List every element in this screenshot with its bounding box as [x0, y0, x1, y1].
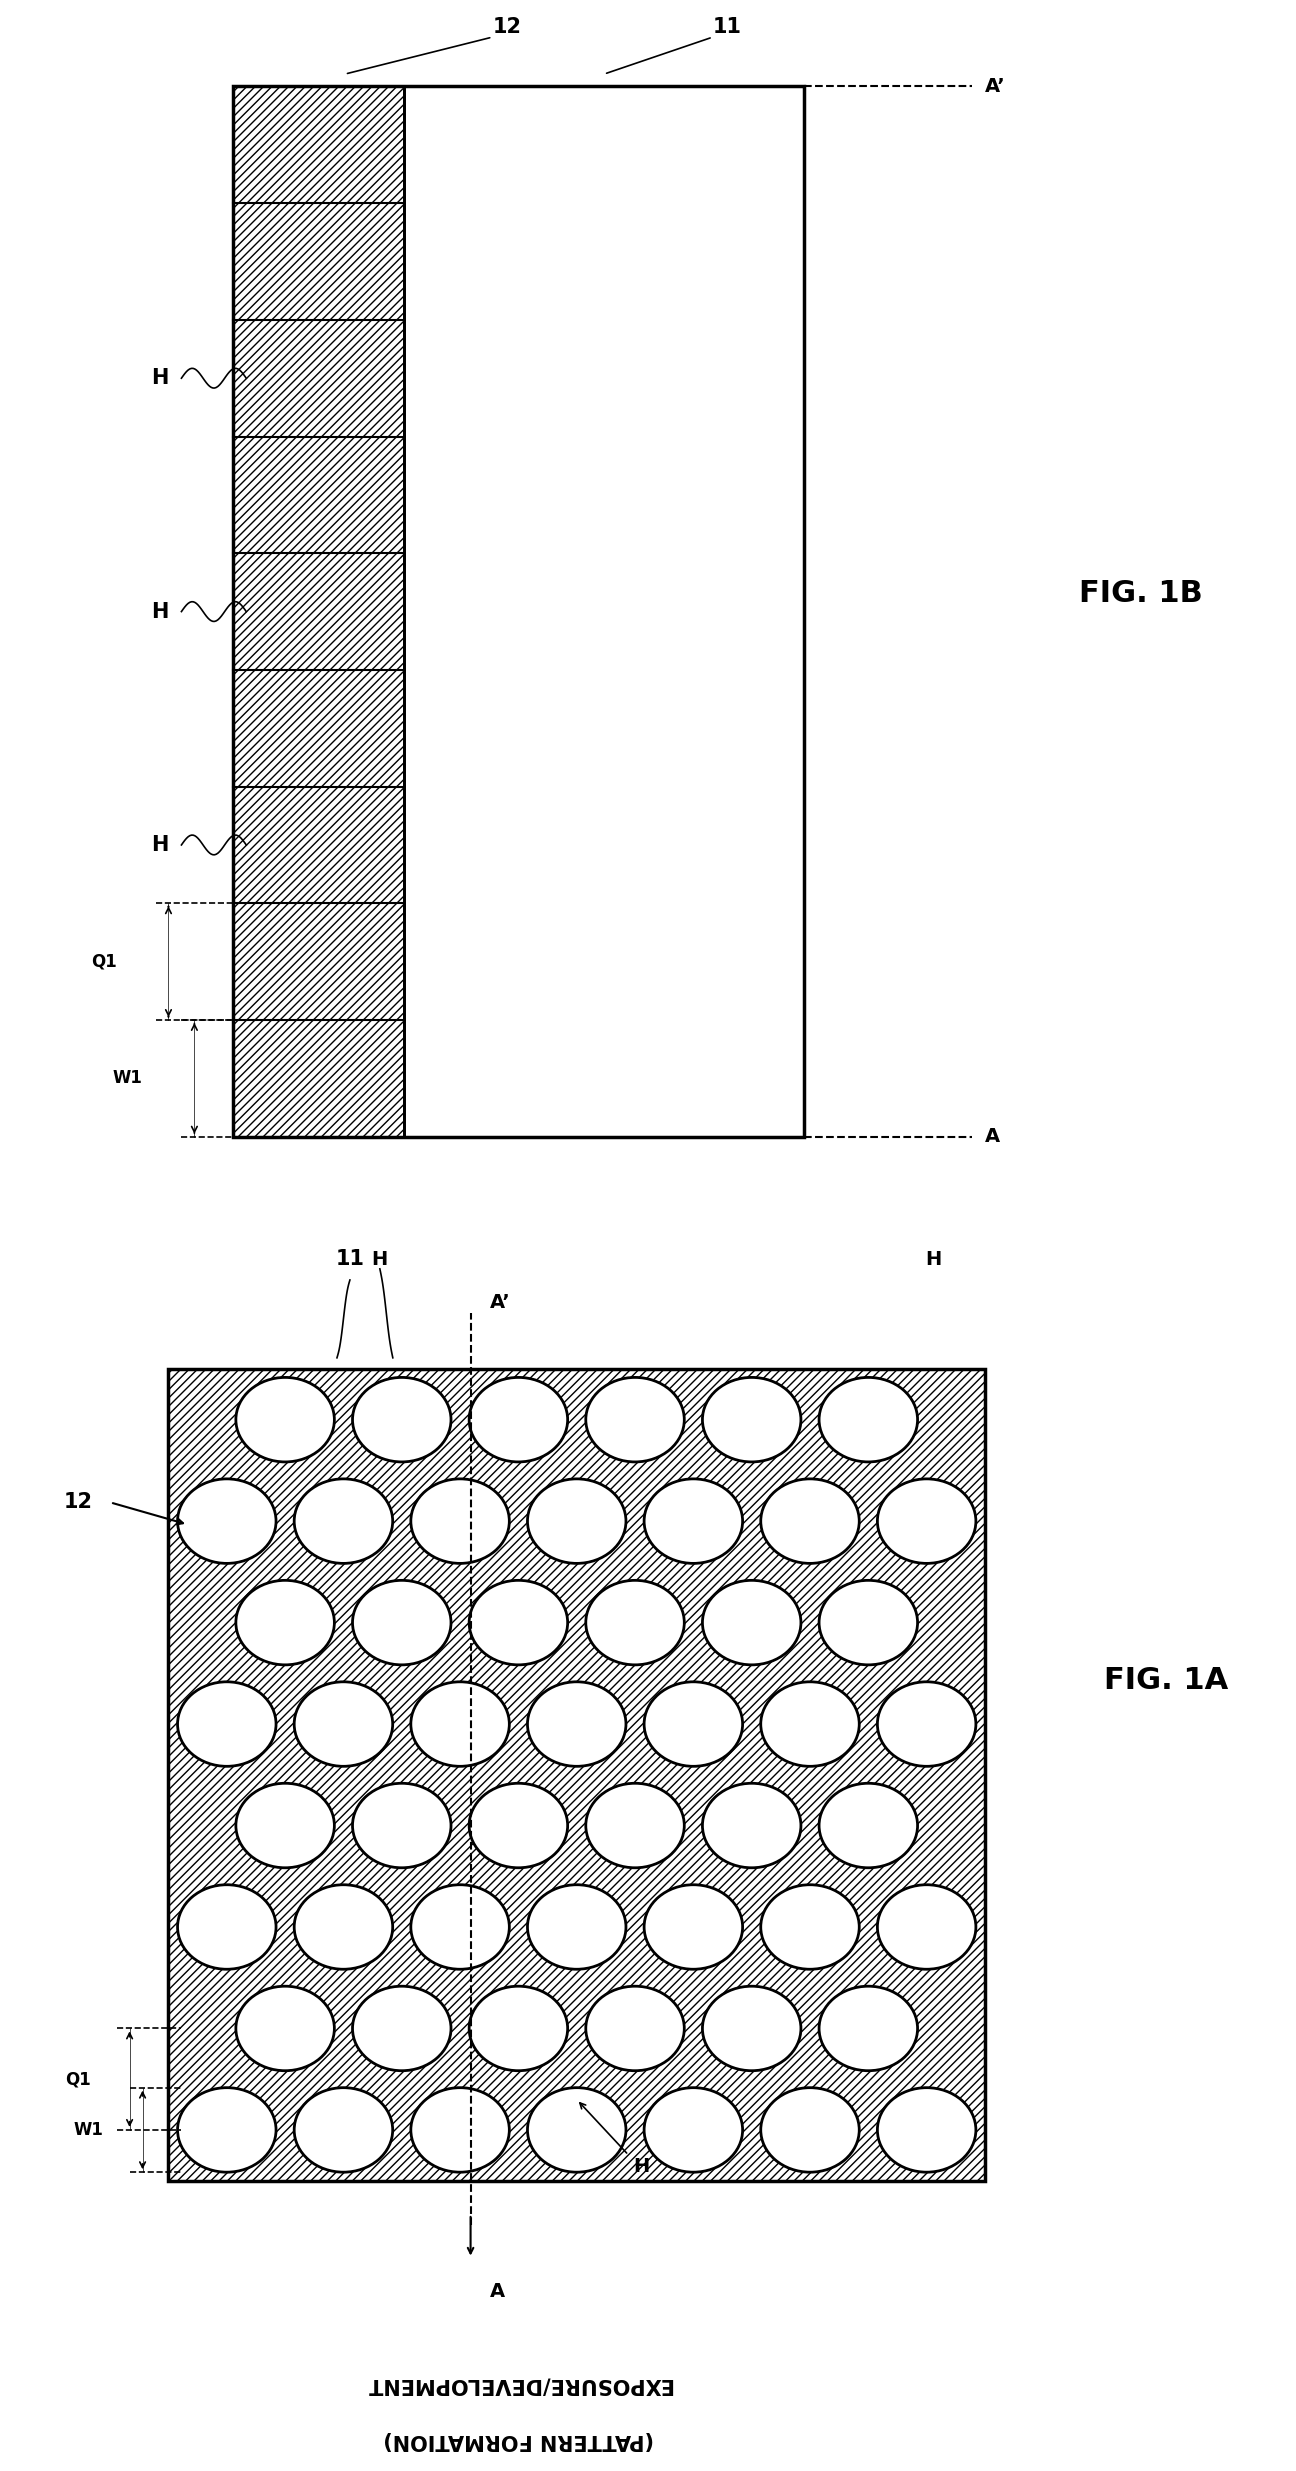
Text: Q1: Q1: [65, 2071, 91, 2088]
Text: FIG. 1A: FIG. 1A: [1104, 1665, 1229, 1695]
Text: H: H: [152, 600, 168, 623]
Circle shape: [353, 1987, 451, 2071]
Circle shape: [353, 1784, 451, 1868]
Circle shape: [819, 1784, 918, 1868]
Text: H: H: [925, 1250, 941, 1270]
Circle shape: [469, 1376, 568, 1463]
Text: W1: W1: [113, 1070, 143, 1087]
Text: H: H: [152, 835, 168, 855]
Circle shape: [294, 1478, 393, 1564]
Circle shape: [527, 2088, 626, 2172]
Text: H: H: [152, 368, 168, 388]
Text: FIG. 1B: FIG. 1B: [1078, 578, 1203, 608]
Circle shape: [644, 1683, 743, 1767]
Text: 12: 12: [64, 1492, 92, 1512]
Text: 11: 11: [336, 1248, 364, 1270]
Bar: [168, 1369, 985, 2182]
Circle shape: [294, 2088, 393, 2172]
Circle shape: [411, 1885, 509, 1969]
Text: H: H: [372, 1250, 388, 1270]
Circle shape: [877, 2088, 976, 2172]
Circle shape: [644, 1478, 743, 1564]
Circle shape: [236, 1581, 334, 1665]
Circle shape: [469, 1987, 568, 2071]
Text: Q1: Q1: [91, 954, 117, 971]
Circle shape: [586, 1376, 684, 1463]
Text: 11: 11: [713, 17, 741, 37]
Circle shape: [819, 1581, 918, 1665]
Circle shape: [702, 1987, 801, 2071]
Bar: [404, 86, 804, 1137]
Circle shape: [702, 1581, 801, 1665]
Circle shape: [819, 1987, 918, 2071]
Circle shape: [178, 1885, 276, 1969]
Circle shape: [702, 1784, 801, 1868]
Circle shape: [644, 1885, 743, 1969]
Circle shape: [877, 1683, 976, 1767]
Circle shape: [527, 1683, 626, 1767]
Circle shape: [411, 1683, 509, 1767]
Circle shape: [178, 1683, 276, 1767]
Circle shape: [178, 1478, 276, 1564]
Text: A’: A’: [490, 1292, 511, 1312]
Circle shape: [586, 1581, 684, 1665]
Circle shape: [586, 1987, 684, 2071]
Circle shape: [236, 1987, 334, 2071]
Circle shape: [236, 1376, 334, 1463]
Circle shape: [527, 1478, 626, 1564]
Circle shape: [353, 1581, 451, 1665]
Circle shape: [527, 1885, 626, 1969]
Text: H: H: [634, 2157, 649, 2174]
Circle shape: [411, 1478, 509, 1564]
Text: W1: W1: [74, 2120, 104, 2140]
Circle shape: [586, 1784, 684, 1868]
Text: A: A: [985, 1127, 1001, 1147]
Circle shape: [178, 2088, 276, 2172]
Text: A’: A’: [985, 77, 1006, 96]
Circle shape: [236, 1784, 334, 1868]
Circle shape: [644, 2088, 743, 2172]
Circle shape: [353, 1376, 451, 1463]
Circle shape: [469, 1784, 568, 1868]
Circle shape: [877, 1478, 976, 1564]
Circle shape: [469, 1581, 568, 1665]
Circle shape: [761, 1478, 859, 1564]
Text: A: A: [490, 2283, 505, 2301]
Circle shape: [877, 1885, 976, 1969]
Circle shape: [411, 2088, 509, 2172]
Circle shape: [702, 1376, 801, 1463]
Bar: [233, 86, 804, 1137]
Circle shape: [819, 1376, 918, 1463]
Circle shape: [761, 2088, 859, 2172]
Circle shape: [761, 1885, 859, 1969]
Circle shape: [294, 1683, 393, 1767]
Text: EXPOSURE/DEVELOPMENT: EXPOSURE/DEVELOPMENT: [365, 2375, 671, 2394]
Circle shape: [294, 1885, 393, 1969]
Bar: [233, 86, 404, 1137]
Text: (PATTERN FORMATION): (PATTERN FORMATION): [384, 2429, 653, 2451]
Text: 12: 12: [492, 17, 521, 37]
Circle shape: [761, 1683, 859, 1767]
